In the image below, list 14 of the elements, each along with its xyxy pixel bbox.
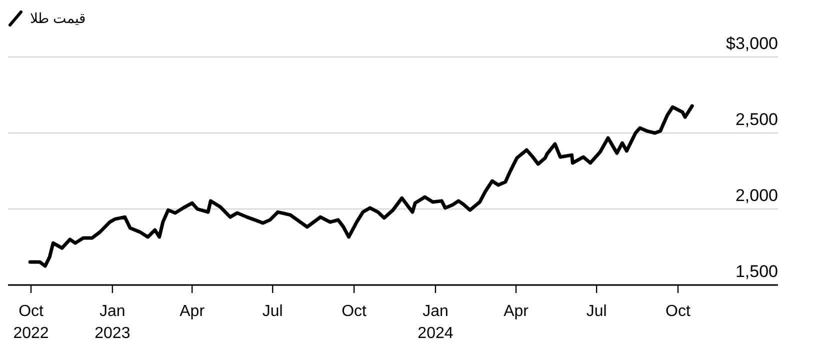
y-tick-label: 2,500	[735, 110, 778, 129]
legend-label: قیمت طلا	[30, 10, 86, 26]
x-tick-label: Oct	[342, 303, 368, 320]
x-tick-label: Oct	[666, 303, 691, 320]
x-tick-label: Jul	[262, 303, 283, 320]
x-tick-label: Jan 2024	[418, 303, 454, 342]
x-tick-label: Jan 2023	[94, 303, 130, 342]
x-tick-label: Apr	[180, 303, 206, 320]
y-tick-label: 2,000	[735, 186, 778, 205]
y-tick-label: $3,000	[726, 34, 778, 53]
y-tick-label: 1,500	[735, 262, 778, 281]
x-tick-label: Jul	[586, 303, 607, 320]
x-tick-label: Oct 2022	[13, 303, 49, 342]
x-tick-label: Apr	[504, 303, 530, 320]
